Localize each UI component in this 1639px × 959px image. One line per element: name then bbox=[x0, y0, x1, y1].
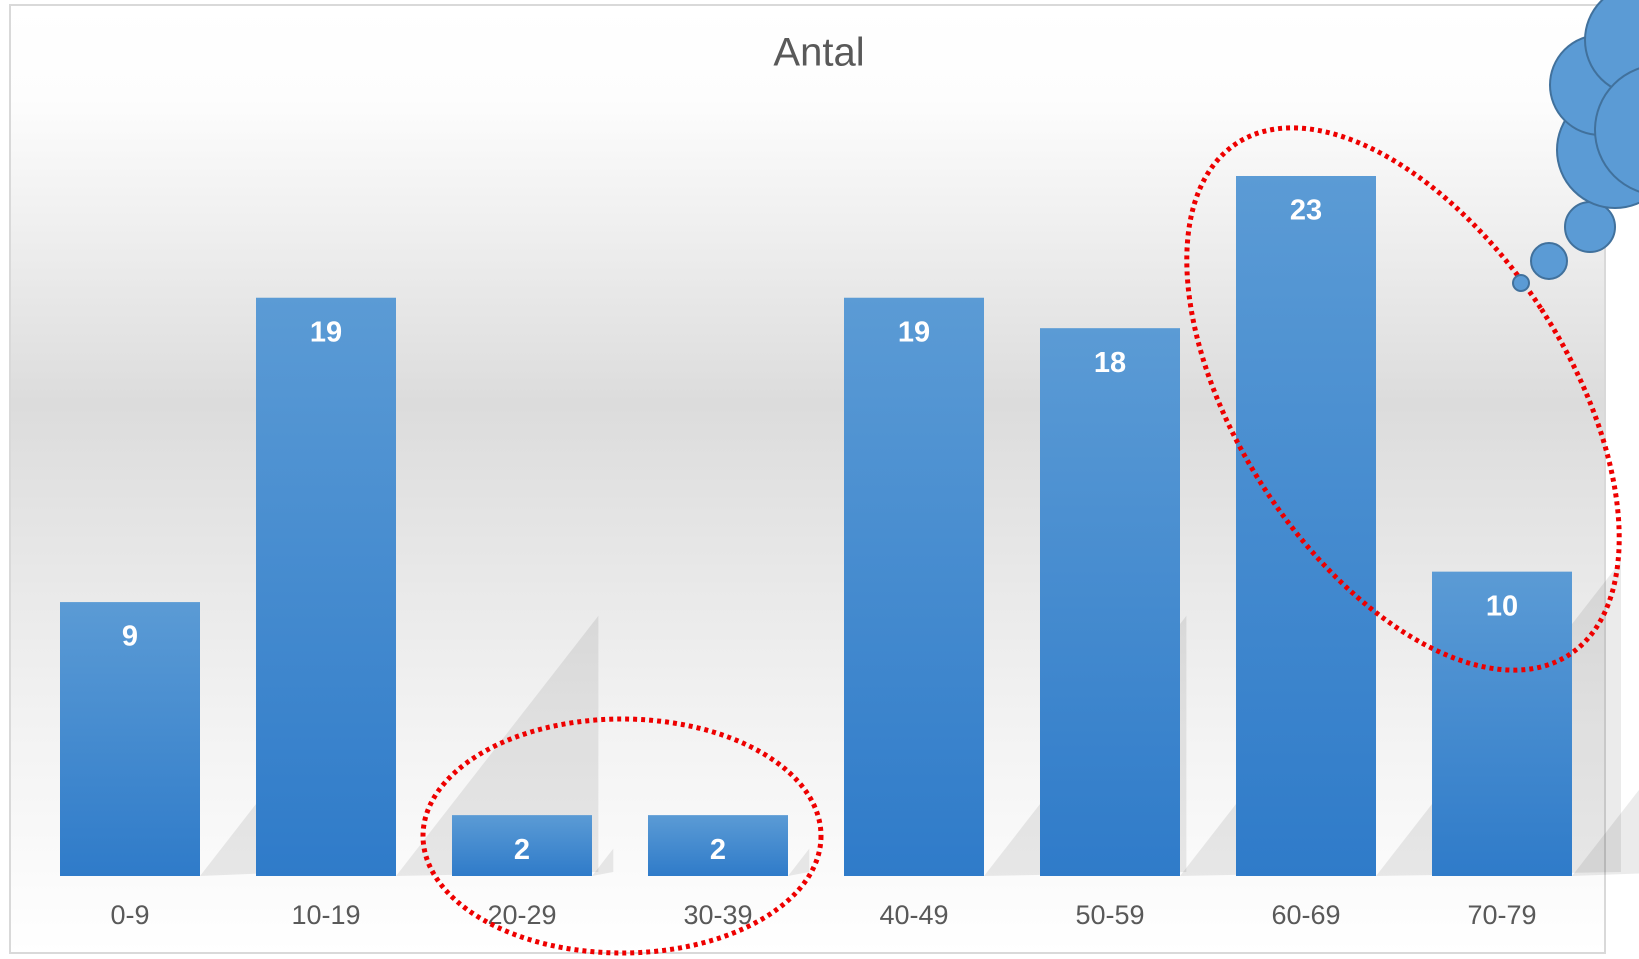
x-tick-label: 10-19 bbox=[291, 900, 360, 930]
plot: 0-9 9 10-19 19 20-29 2 30-39 2 40-49 19 50-59 18 60-… bbox=[60, 176, 1639, 930]
value-label: 23 bbox=[1290, 195, 1322, 227]
x-tick-label: 30-39 bbox=[683, 900, 752, 930]
bar-shadow bbox=[592, 848, 614, 876]
x-tick-label: 70-79 bbox=[1467, 900, 1536, 930]
bar-shadow bbox=[1572, 789, 1639, 876]
x-tick-label: 60-69 bbox=[1271, 900, 1340, 930]
value-label: 9 bbox=[122, 621, 138, 653]
x-tick-label: 50-59 bbox=[1075, 900, 1144, 930]
bar bbox=[452, 815, 592, 876]
x-tick-label: 40-49 bbox=[879, 900, 948, 930]
bar bbox=[648, 815, 788, 876]
bar bbox=[60, 602, 200, 876]
chart-title: Antal bbox=[773, 31, 864, 75]
bar bbox=[1236, 176, 1376, 876]
bar bbox=[256, 297, 396, 876]
value-label: 10 bbox=[1486, 590, 1518, 622]
bar-shadow bbox=[788, 848, 810, 876]
x-tick-label: 0-9 bbox=[110, 900, 149, 930]
value-label: 2 bbox=[710, 834, 726, 866]
value-label: 19 bbox=[898, 316, 930, 348]
bar bbox=[844, 297, 984, 876]
highlight-ellipse bbox=[420, 716, 824, 956]
value-label: 18 bbox=[1094, 347, 1126, 379]
value-label: 19 bbox=[310, 316, 342, 348]
thought-cloud bbox=[1512, 0, 1639, 292]
value-label: 2 bbox=[514, 834, 530, 866]
bar bbox=[1432, 571, 1572, 876]
bar bbox=[1040, 328, 1180, 876]
x-tick-label: 20-29 bbox=[487, 900, 556, 930]
